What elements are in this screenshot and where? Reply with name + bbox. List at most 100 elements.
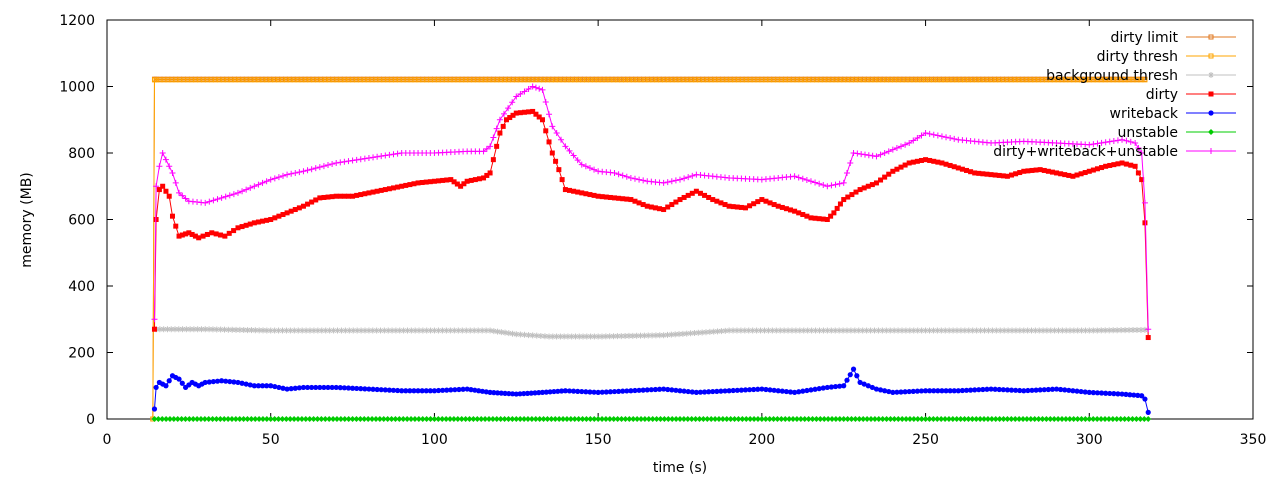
data-point [730,387,736,394]
data-point [553,158,559,164]
data-point [318,327,325,334]
data-point [459,327,466,334]
data-point [1070,416,1077,422]
data-point [820,385,826,391]
data-point [777,327,784,334]
data-point [910,159,916,165]
data-point [809,416,816,422]
data-point [283,327,290,334]
data-point [546,333,553,340]
data-point [759,386,765,392]
data-point [1040,327,1047,334]
data-point [1074,416,1081,422]
data-point [284,386,290,392]
data-point [490,157,496,163]
data-point [615,171,622,178]
data-point [280,385,286,391]
data-point [210,378,217,385]
data-point [419,388,425,394]
data-point [431,388,438,394]
data-point [337,416,344,422]
data-point [636,200,642,206]
data-point [906,416,913,422]
data-point [825,416,832,422]
data-point [1086,327,1093,334]
data-point [353,416,360,422]
data-point [804,387,810,394]
data-point [1094,166,1100,172]
data-point [935,388,941,394]
data-point [980,171,986,177]
data-point [1041,167,1047,173]
data-point [155,416,162,422]
data-point [627,174,634,181]
data-point [731,416,738,422]
data-point [292,207,298,213]
data-point [553,130,560,137]
data-point [754,416,761,422]
data-point [860,416,867,422]
data-point [710,388,716,395]
data-point [926,416,933,422]
data-point [857,187,863,193]
data-point [555,388,561,394]
data-point [1043,416,1050,422]
data-point [427,327,434,334]
data-point [310,327,317,334]
data-point [529,332,536,339]
data-point [390,387,397,393]
legend-marker [1208,91,1214,97]
data-point [234,189,241,196]
data-point [411,416,418,422]
data-point [240,327,247,334]
data-point [855,327,862,334]
data-point [444,177,450,183]
data-point [513,110,519,116]
data-point [521,331,528,338]
data-point [476,176,482,182]
data-point [1119,391,1125,397]
data-point [396,416,403,422]
data-point [190,326,197,333]
data-point [934,327,941,334]
data-point [483,145,490,152]
data-point [1062,172,1068,178]
data-point [1141,199,1148,206]
data-point [365,327,372,334]
data-point [251,220,257,226]
data-point [652,205,658,211]
data-point [295,416,301,422]
data-point [231,379,237,385]
data-point [840,327,847,334]
y-tick-label: 200 [68,346,95,362]
data-point [1047,327,1054,334]
data-point [801,416,808,422]
data-point [386,186,392,192]
data-point [829,416,836,422]
data-point [745,327,752,334]
data-point [873,153,880,160]
data-point [247,382,253,388]
data-point [322,327,329,334]
data-point [859,327,866,334]
data-point [156,163,163,170]
data-point [679,330,686,337]
data-point [845,194,851,200]
data-point [943,134,950,141]
data-point [923,157,929,163]
data-point [296,169,303,176]
data-point [423,179,429,185]
data-point [345,193,351,199]
data-point [771,202,777,208]
data-point [333,416,340,422]
data-point [201,416,208,422]
data-point [472,387,478,393]
data-point [673,199,679,205]
data-point [381,327,388,334]
data-point [334,327,341,334]
data-point [345,416,352,422]
data-point [566,187,572,193]
data-point [832,416,839,422]
data-point [436,178,442,184]
data-point [458,416,465,422]
